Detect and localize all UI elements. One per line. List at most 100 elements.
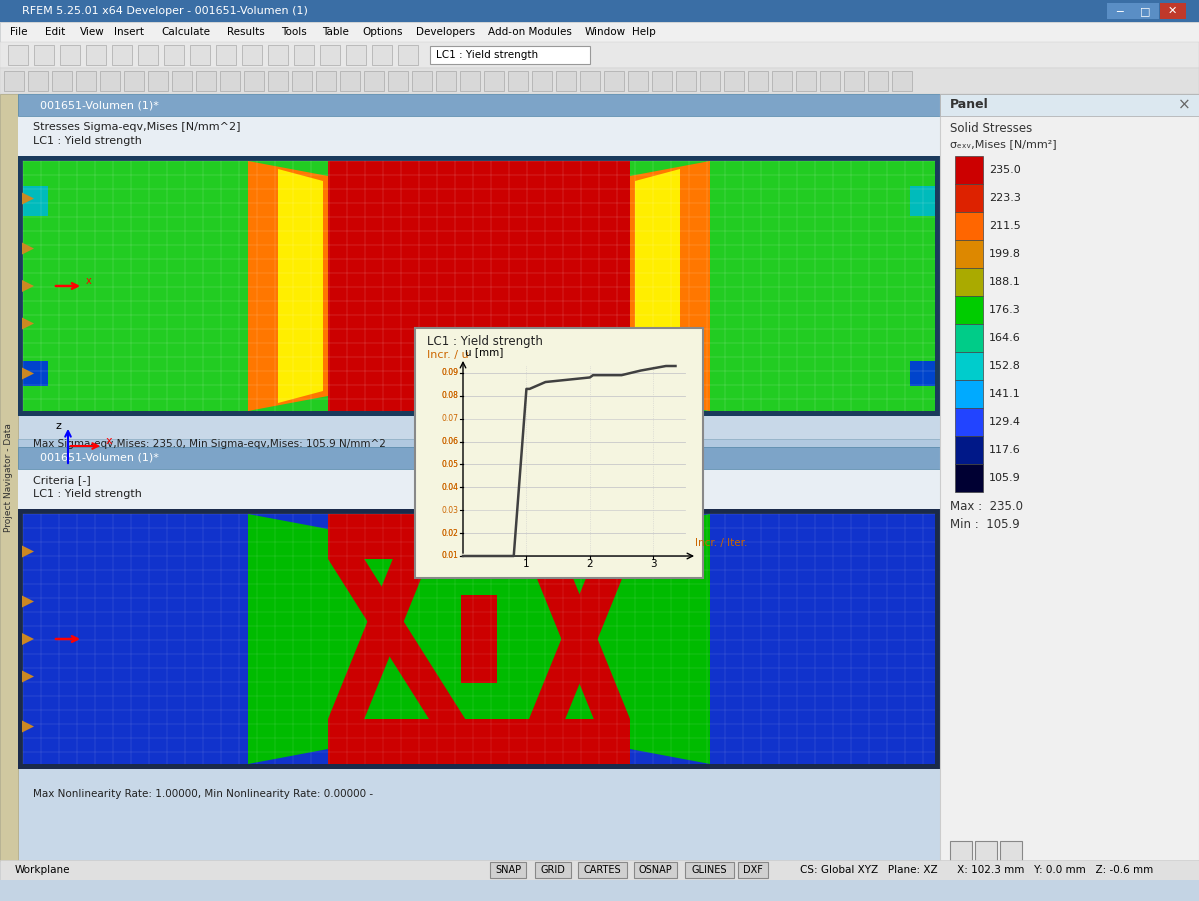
Text: LC1 : Yield strength: LC1 : Yield strength — [436, 50, 538, 60]
Text: 0.05: 0.05 — [441, 460, 458, 469]
Text: OSNAP: OSNAP — [638, 865, 673, 875]
Text: Max Nonlinearity Rate: 1.00000, Min Nonlinearity Rate: 0.00000 -: Max Nonlinearity Rate: 1.00000, Min Nonl… — [34, 789, 373, 799]
Bar — [954, 240, 983, 268]
Text: Calculate: Calculate — [162, 27, 211, 37]
Text: 164.6: 164.6 — [989, 333, 1020, 343]
Text: Results: Results — [228, 27, 265, 37]
Polygon shape — [22, 193, 34, 205]
Text: GLINES: GLINES — [692, 865, 728, 875]
Bar — [320, 45, 341, 65]
Text: Edit: Edit — [44, 27, 65, 37]
Bar — [508, 71, 528, 91]
Bar — [950, 841, 972, 863]
Bar — [954, 380, 983, 408]
Text: CARTES: CARTES — [584, 865, 621, 875]
Text: u [mm]: u [mm] — [465, 347, 504, 357]
Text: 0.01: 0.01 — [441, 551, 458, 560]
Bar — [18, 469, 940, 509]
Text: Min :  105.9: Min : 105.9 — [950, 518, 1020, 532]
Bar — [269, 45, 288, 65]
Bar — [112, 45, 132, 65]
Bar — [975, 841, 998, 863]
Text: SNAP: SNAP — [495, 865, 522, 875]
Bar — [490, 862, 526, 878]
Text: 0.05: 0.05 — [441, 460, 458, 469]
Text: 001651-Volumen (1)*: 001651-Volumen (1)* — [40, 453, 159, 463]
Text: Workplane: Workplane — [16, 865, 71, 875]
Bar — [739, 862, 767, 878]
Bar — [940, 94, 1199, 881]
Polygon shape — [22, 670, 34, 682]
Text: RFEM 5.25.01 x64 Developer - 001651-Volumen (1): RFEM 5.25.01 x64 Developer - 001651-Volu… — [22, 6, 308, 16]
Text: Max :  235.0: Max : 235.0 — [950, 500, 1023, 514]
Bar — [147, 71, 168, 91]
Bar — [171, 71, 192, 91]
Bar — [532, 71, 552, 91]
Text: 223.3: 223.3 — [989, 193, 1020, 203]
Bar — [18, 94, 940, 116]
Bar — [954, 324, 983, 352]
Text: 3: 3 — [650, 559, 657, 569]
Text: LC1 : Yield strength: LC1 : Yield strength — [34, 489, 141, 499]
Text: x: x — [86, 276, 92, 286]
Polygon shape — [248, 514, 329, 764]
Bar — [123, 71, 144, 91]
Bar — [18, 439, 940, 447]
Text: 141.1: 141.1 — [989, 389, 1020, 399]
Bar — [1107, 3, 1133, 19]
Bar — [1159, 3, 1186, 19]
Text: Options: Options — [363, 27, 403, 37]
Text: 105.9: 105.9 — [989, 473, 1020, 483]
Bar — [329, 514, 629, 764]
Bar — [364, 71, 384, 91]
Text: Help: Help — [632, 27, 656, 37]
Text: 129.4: 129.4 — [989, 417, 1022, 427]
Text: Incr. / u: Incr. / u — [427, 350, 469, 360]
Text: CS: Global XYZ   Plane: XZ      X: 102.3 mm   Y: 0.0 mm   Z: -0.6 mm: CS: Global XYZ Plane: XZ X: 102.3 mm Y: … — [800, 865, 1153, 875]
Text: 188.1: 188.1 — [989, 277, 1020, 287]
Bar — [341, 71, 360, 91]
Text: 0.09: 0.09 — [441, 369, 458, 378]
Text: 0.08: 0.08 — [441, 391, 458, 400]
Polygon shape — [635, 169, 680, 403]
Text: 2: 2 — [586, 559, 594, 569]
Bar — [4, 71, 24, 91]
Bar — [412, 71, 432, 91]
Text: 001651-Volumen (1)*: 001651-Volumen (1)* — [40, 100, 159, 110]
Bar — [86, 45, 106, 65]
Bar — [219, 71, 240, 91]
Text: Incr. / Iter.: Incr. / Iter. — [695, 538, 747, 548]
Bar — [954, 296, 983, 324]
Bar — [954, 352, 983, 380]
Bar — [844, 71, 864, 91]
Text: 152.8: 152.8 — [989, 361, 1020, 371]
Bar — [0, 860, 1199, 880]
Bar — [796, 71, 817, 91]
Bar — [18, 509, 940, 769]
Polygon shape — [278, 169, 323, 403]
Bar — [0, 880, 1199, 901]
Bar — [430, 46, 590, 64]
Bar — [820, 71, 840, 91]
Bar — [28, 71, 48, 91]
Bar — [436, 71, 456, 91]
Bar — [556, 71, 576, 91]
Bar — [372, 45, 392, 65]
Bar — [329, 719, 629, 764]
Text: 0.02: 0.02 — [441, 529, 458, 538]
Bar — [580, 71, 600, 91]
Polygon shape — [629, 161, 710, 411]
Text: 199.8: 199.8 — [989, 249, 1022, 259]
Text: x: x — [106, 436, 113, 446]
Bar — [748, 71, 769, 91]
Bar — [634, 862, 676, 878]
Bar — [910, 361, 935, 386]
Bar — [954, 156, 983, 184]
Text: Criteria [-]: Criteria [-] — [34, 475, 91, 485]
Bar — [34, 45, 54, 65]
Text: Project Navigator - Data: Project Navigator - Data — [5, 423, 13, 532]
Bar — [954, 408, 983, 436]
Bar — [676, 71, 695, 91]
Text: DXF: DXF — [743, 865, 763, 875]
Text: ×: × — [1179, 97, 1191, 113]
